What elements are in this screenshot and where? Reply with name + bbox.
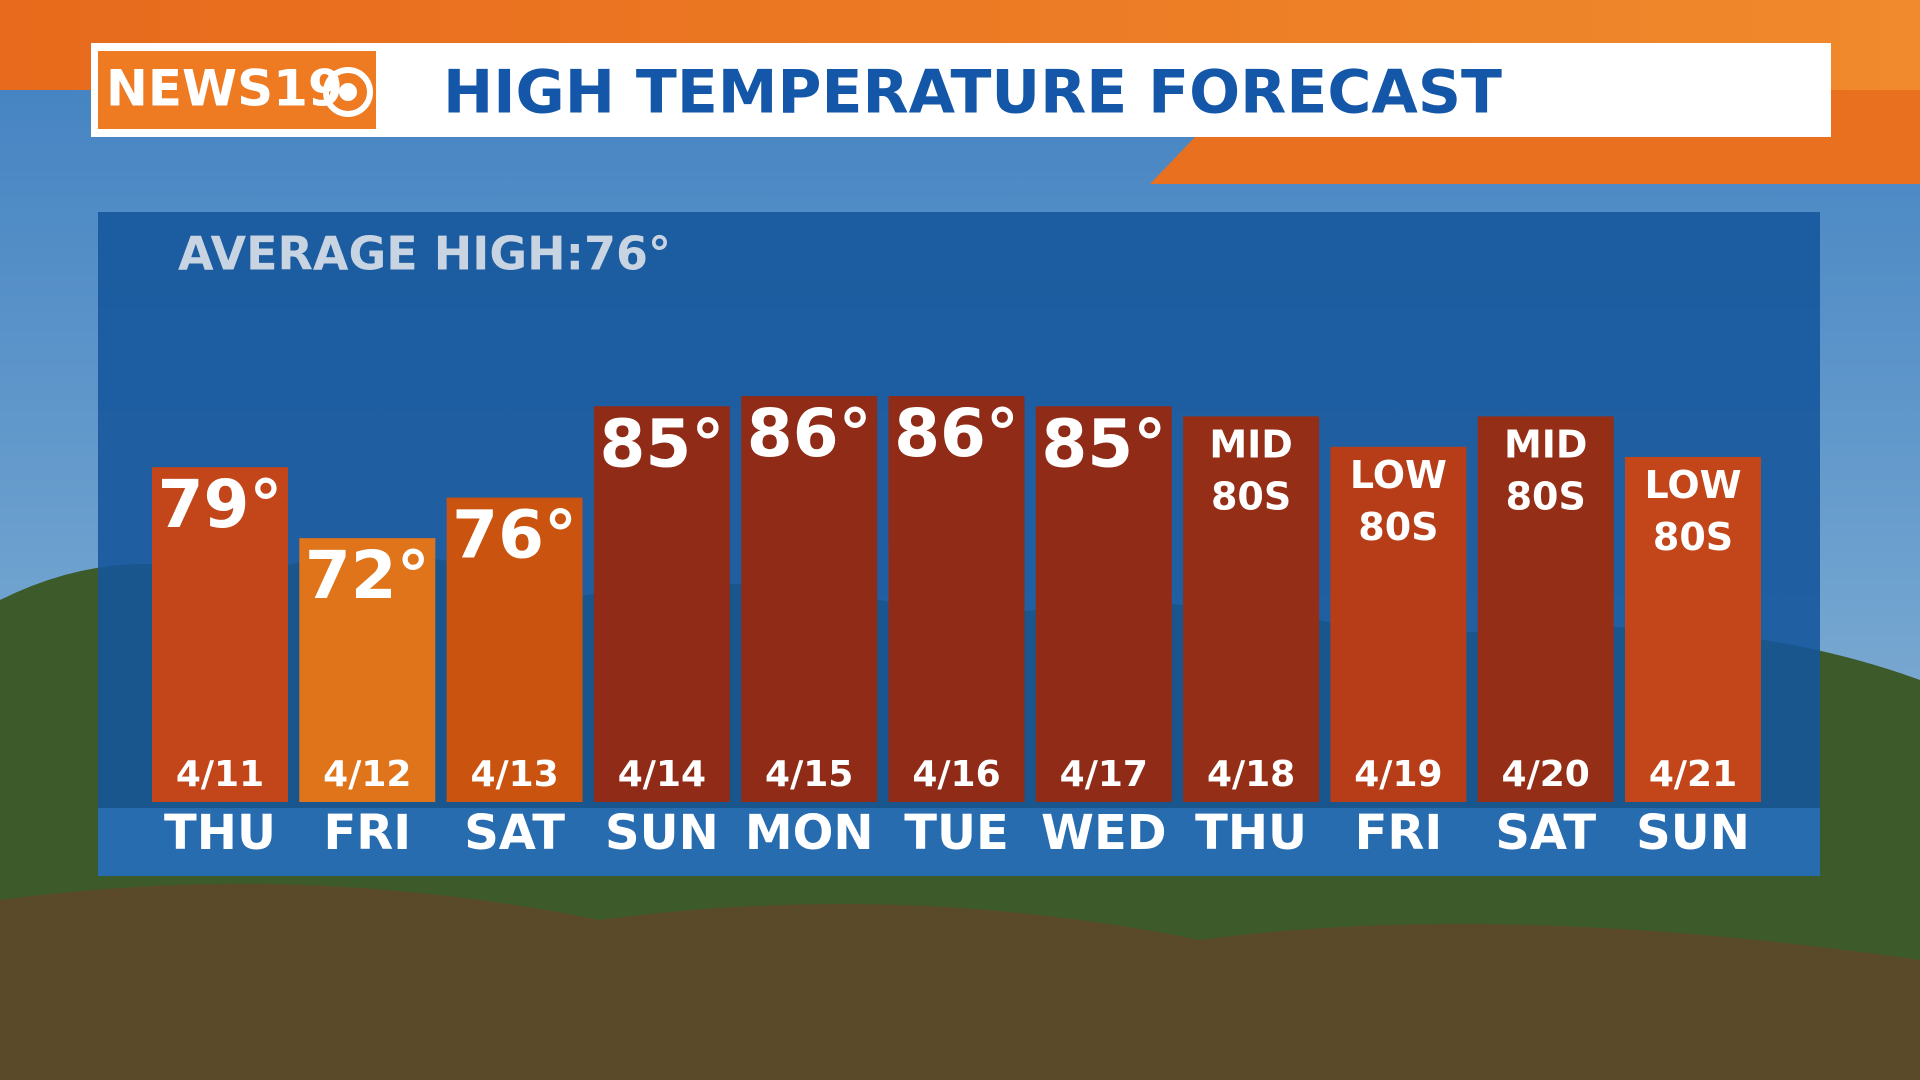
value-label: 72° xyxy=(305,537,430,614)
day-label: WED xyxy=(1041,805,1167,861)
day-label: SUN xyxy=(605,805,719,861)
value-label: LOW 80S xyxy=(1350,452,1447,548)
bar xyxy=(1477,416,1614,802)
bar xyxy=(152,467,288,802)
value-label: MID 80S xyxy=(1504,422,1588,518)
bar xyxy=(446,497,583,802)
date-label: 4/13 xyxy=(470,754,558,795)
date-label: 4/20 xyxy=(1502,754,1590,795)
date-label: 4/19 xyxy=(1354,754,1442,795)
date-label: 4/18 xyxy=(1207,754,1295,795)
subtitle: AVERAGE HIGH:76° xyxy=(178,227,671,281)
bar xyxy=(1035,406,1172,802)
date-label: 4/12 xyxy=(323,754,411,795)
day-label: SAT xyxy=(464,805,565,861)
date-label: 4/17 xyxy=(1060,754,1148,795)
value-label: 85° xyxy=(1041,405,1166,482)
value-label: 79° xyxy=(158,466,283,543)
date-label: 4/21 xyxy=(1649,754,1737,795)
bar xyxy=(299,538,436,802)
day-label: THU xyxy=(164,805,276,861)
day-label: MON xyxy=(745,805,874,861)
bar xyxy=(1625,456,1761,802)
day-label: SUN xyxy=(1636,805,1750,861)
logo-box xyxy=(98,51,376,129)
day-label: FRI xyxy=(1355,805,1443,861)
value-label: 86° xyxy=(747,395,872,472)
header-box xyxy=(91,43,1831,137)
bar xyxy=(593,406,730,802)
day-label: THU xyxy=(1195,805,1307,861)
logo-eye xyxy=(323,67,373,117)
logo: NEWS19 xyxy=(106,60,343,118)
day-label: TUE xyxy=(904,805,1009,861)
value-label: 76° xyxy=(452,497,577,574)
bar xyxy=(888,396,1025,802)
value-label: MID 80S xyxy=(1209,422,1293,518)
day-strip xyxy=(98,808,1820,876)
ground xyxy=(0,884,1920,1080)
bar xyxy=(1330,446,1467,802)
date-label: 4/16 xyxy=(912,754,1000,795)
bar xyxy=(1183,416,1320,802)
chart-title: HIGH TEMPERATURE FORECAST xyxy=(443,58,1502,128)
date-label: 4/15 xyxy=(765,754,853,795)
day-label: SAT xyxy=(1495,805,1596,861)
day-label: FRI xyxy=(323,805,411,861)
date-label: 4/14 xyxy=(618,754,706,795)
date-label: 4/11 xyxy=(176,754,264,795)
value-label: 85° xyxy=(599,405,724,482)
value-label: LOW 80S xyxy=(1644,462,1741,558)
value-label: 86° xyxy=(894,395,1019,472)
bar xyxy=(741,396,878,802)
